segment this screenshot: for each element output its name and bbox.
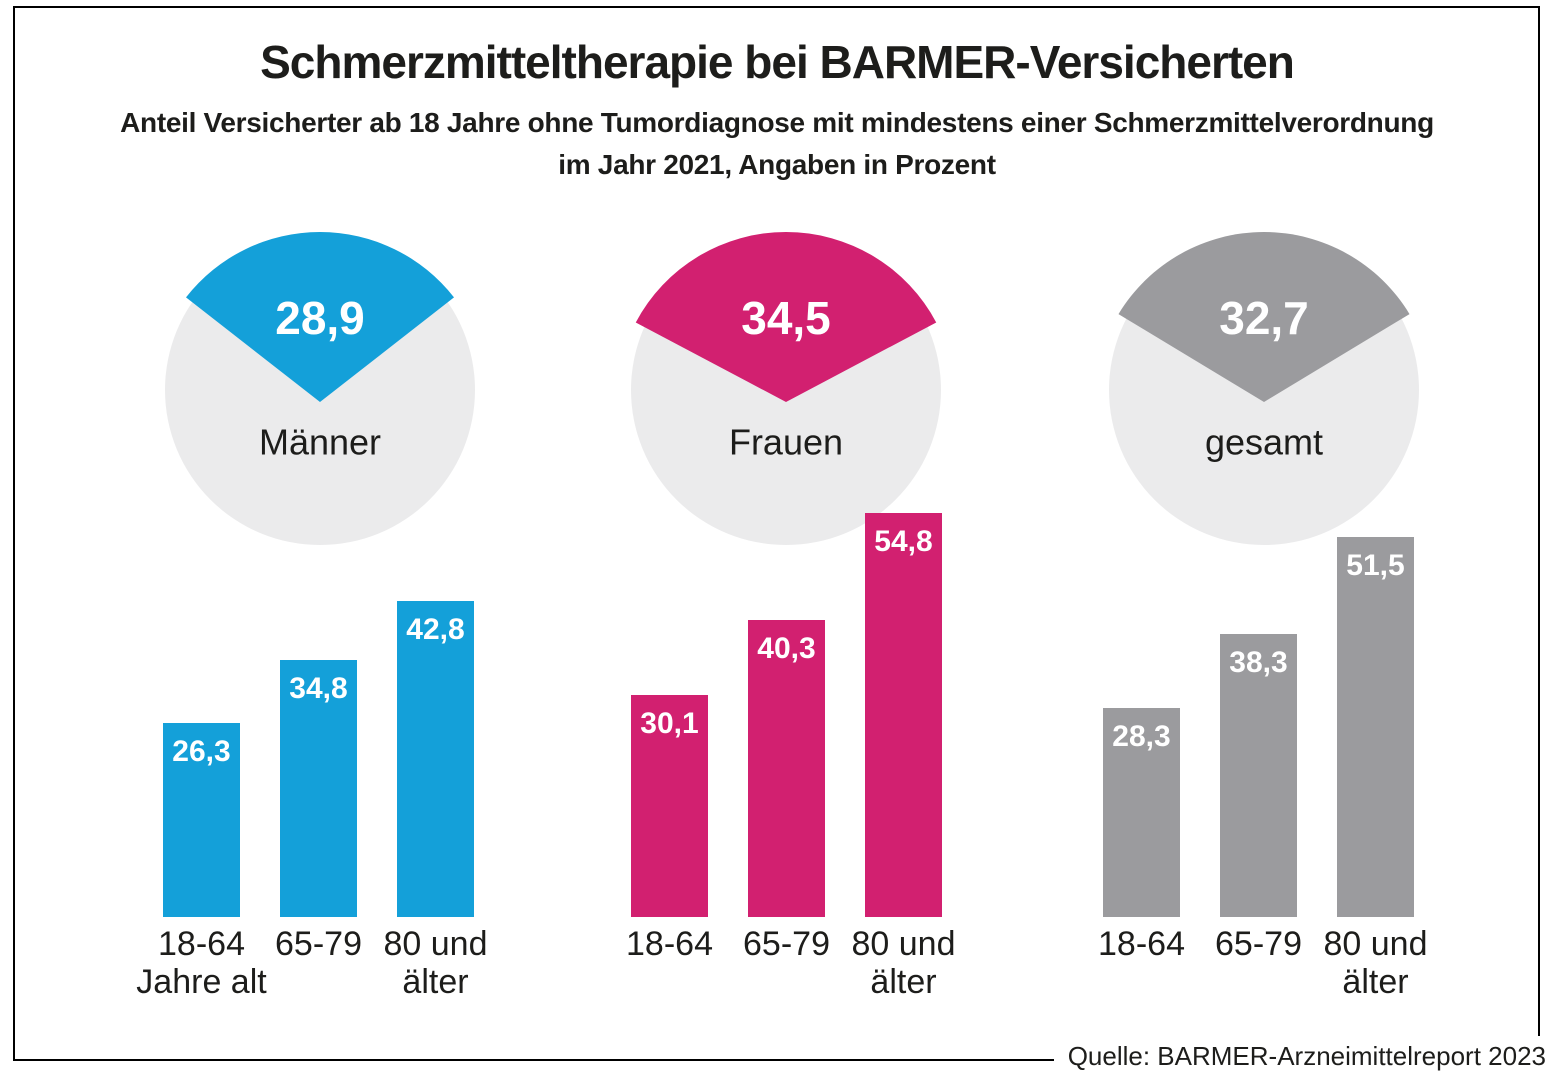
bar-category-label: 65-79: [239, 925, 399, 963]
bar-category-line-1: 18-64: [158, 925, 245, 963]
frame-border: [13, 6, 1540, 1061]
pie-value-label: 32,7: [1219, 292, 1309, 344]
bar-category-line-1: 80 und: [851, 925, 956, 963]
bar-category-label: 18-64: [1062, 925, 1222, 963]
bar-value-label: 54,8: [874, 525, 933, 558]
pie-wedge-m-nner: [186, 231, 454, 402]
source-note: Quelle: BARMER-Arzneimittelreport 2023: [1053, 1036, 1548, 1076]
bar-m-nner-65-79: [280, 660, 357, 917]
bar-m-nner-18-64: [163, 723, 240, 917]
bar-value-label: 42,8: [406, 613, 465, 646]
bar-gesamt-65-79: [1220, 634, 1297, 917]
bar-category-line-1: 18-64: [626, 925, 713, 963]
bar-frauen-80-und: [865, 513, 942, 917]
bar-category-label: 80 und älter: [356, 925, 516, 1001]
bar-category-line-2: Jahre alt: [136, 963, 267, 1001]
bar-gesamt-80-und: [1337, 537, 1414, 917]
bar-category-line-2: älter: [1342, 963, 1409, 1001]
bar-m-nner-80-und: [397, 601, 474, 917]
pie-value-label: 28,9: [275, 292, 365, 344]
bar-gesamt-18-64: [1103, 708, 1180, 917]
pie-name-label: Frauen: [729, 422, 843, 463]
bar-frauen-65-79: [748, 620, 825, 917]
pie-wedge-frauen: [635, 231, 937, 402]
bar-value-label: 26,3: [172, 735, 231, 768]
pie-value-label: 34,5: [741, 292, 831, 344]
bar-category-line-2: älter: [870, 963, 937, 1001]
bar-category-label: 18-64 Jahre alt: [122, 925, 282, 1001]
pie-frauen: 34,5 Frauen: [631, 231, 941, 545]
bar-value-label: 28,3: [1112, 720, 1171, 753]
chart-subtitle: Anteil Versicherter ab 18 Jahre ohne Tum…: [0, 102, 1554, 186]
bar-value-label: 38,3: [1229, 646, 1288, 679]
bar-category-label: 80 und älter: [824, 925, 984, 1001]
bar-category-line-1: 80 und: [383, 925, 488, 963]
pie-wedge-gesamt: [1118, 232, 1410, 402]
bar-value-label: 30,1: [640, 707, 699, 740]
subtitle-line-1: Anteil Versicherter ab 18 Jahre ohne Tum…: [120, 107, 1434, 138]
bar-category-line-1: 65-79: [1215, 925, 1302, 963]
bar-category-label: 18-64: [590, 925, 750, 963]
bar-category-label: 65-79: [707, 925, 867, 963]
chart-title: Schmerzmitteltherapie bei BARMER-Versich…: [260, 36, 1295, 88]
bar-category-label: 80 und älter: [1296, 925, 1456, 1001]
pie-name-label: gesamt: [1205, 422, 1323, 463]
bar-category-line-2: älter: [402, 963, 469, 1001]
bar-category-line-1: 65-79: [275, 925, 362, 963]
subtitle-line-2: im Jahr 2021, Angaben in Prozent: [558, 149, 996, 180]
bar-category-line-1: 65-79: [743, 925, 830, 963]
bar-frauen-18-64: [631, 695, 708, 917]
pie-m-nner: 28,9 Männer: [165, 231, 475, 545]
bar-category-label: 65-79: [1179, 925, 1339, 963]
pie-gesamt: 32,7 gesamt: [1109, 232, 1419, 545]
bar-value-label: 51,5: [1346, 549, 1405, 582]
bar-category-line-1: 18-64: [1098, 925, 1185, 963]
bar-value-label: 40,3: [757, 632, 816, 665]
pie-name-label: Männer: [259, 422, 381, 463]
bar-category-line-1: 80 und: [1323, 925, 1428, 963]
bar-value-label: 34,8: [289, 672, 348, 705]
